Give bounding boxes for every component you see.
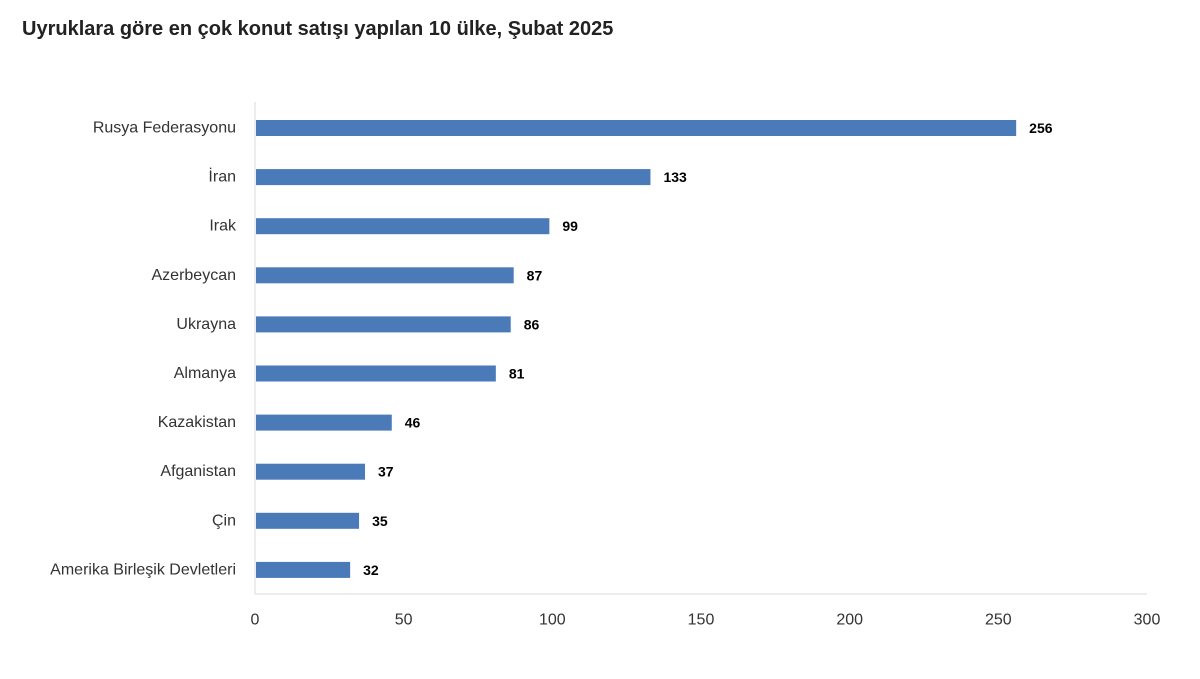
category-label: Afganistan	[160, 463, 236, 480]
bar	[256, 414, 392, 431]
bar	[256, 169, 651, 186]
data-label: 99	[562, 218, 578, 234]
bar	[256, 218, 550, 235]
x-tick-label: 300	[1134, 612, 1161, 629]
bar	[256, 512, 360, 529]
category-label: Rusya Federasyonu	[93, 120, 236, 137]
bar	[256, 463, 366, 480]
data-label: 81	[509, 366, 525, 382]
x-tick-label: 50	[395, 612, 413, 629]
x-tick-label: 0	[251, 612, 260, 629]
bar	[256, 316, 511, 333]
data-label: 32	[363, 562, 379, 578]
category-label: Amerika Birleşik Devletleri	[50, 561, 236, 578]
data-label: 256	[1029, 120, 1053, 136]
data-label: 46	[405, 415, 421, 431]
bar	[256, 120, 1017, 136]
category-label: Azerbeycan	[152, 267, 237, 284]
x-tick-label: 200	[836, 612, 863, 629]
bar	[256, 267, 514, 284]
category-label: Almanya	[174, 365, 236, 382]
data-label: 86	[524, 316, 540, 332]
bar	[256, 365, 496, 382]
category-label: İran	[208, 167, 236, 186]
chart-title: Uyruklara göre en çok konut satışı yapıl…	[22, 18, 614, 40]
x-tick-label: 100	[539, 612, 566, 629]
data-label: 133	[663, 169, 687, 185]
category-label: Kazakistan	[158, 414, 236, 431]
x-tick-label: 150	[688, 612, 715, 629]
category-label: Irak	[209, 218, 237, 235]
data-label: 37	[378, 464, 394, 480]
category-label: Çin	[212, 512, 236, 529]
category-label: Ukrayna	[176, 316, 236, 333]
data-label: 35	[372, 513, 388, 529]
bar	[256, 561, 351, 578]
x-tick-label: 250	[985, 612, 1012, 629]
data-label: 87	[527, 267, 543, 283]
